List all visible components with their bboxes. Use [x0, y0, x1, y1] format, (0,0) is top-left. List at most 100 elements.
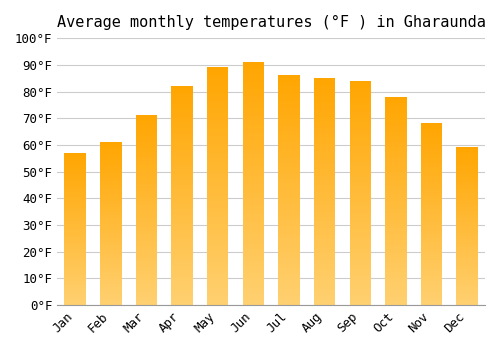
Bar	[314, 257, 336, 260]
Bar	[314, 107, 336, 110]
Bar	[385, 193, 406, 195]
Bar	[136, 286, 157, 288]
Bar	[242, 152, 264, 154]
Bar	[207, 103, 229, 105]
Bar	[350, 300, 371, 303]
Bar	[100, 253, 122, 254]
Bar	[207, 179, 229, 182]
Bar	[172, 145, 193, 147]
Bar	[172, 285, 193, 288]
Bar	[100, 251, 122, 253]
Bar	[172, 180, 193, 182]
Bar	[456, 179, 478, 181]
Bar	[207, 288, 229, 291]
Bar	[385, 130, 406, 132]
Bar	[100, 204, 122, 206]
Bar	[350, 213, 371, 215]
Bar	[100, 196, 122, 198]
Bar	[421, 125, 442, 127]
Bar	[350, 114, 371, 117]
Bar	[314, 225, 336, 228]
Bar	[385, 149, 406, 151]
Bar	[242, 215, 264, 218]
Bar	[314, 251, 336, 253]
Bar	[207, 98, 229, 101]
Bar	[100, 271, 122, 272]
Bar	[385, 236, 406, 238]
Bar	[242, 162, 264, 164]
Bar	[421, 236, 442, 238]
Bar	[64, 302, 86, 303]
Bar	[456, 256, 478, 258]
Bar	[350, 267, 371, 269]
Bar	[278, 87, 299, 89]
Bar	[278, 222, 299, 225]
Bar	[136, 220, 157, 222]
Bar	[456, 228, 478, 230]
Bar	[136, 244, 157, 246]
Bar	[207, 222, 229, 224]
Bar	[350, 294, 371, 296]
Bar	[136, 237, 157, 239]
Bar	[242, 132, 264, 135]
Bar	[385, 118, 406, 120]
Bar	[385, 163, 406, 166]
Bar	[456, 250, 478, 252]
Bar	[100, 173, 122, 175]
Bar	[242, 93, 264, 96]
Bar	[278, 243, 299, 245]
Bar	[456, 173, 478, 174]
Bar	[172, 90, 193, 93]
Bar	[172, 193, 193, 196]
Bar	[385, 215, 406, 218]
Bar	[64, 287, 86, 288]
Bar	[314, 101, 336, 103]
Bar	[314, 298, 336, 301]
Bar	[385, 203, 406, 205]
Bar	[421, 288, 442, 290]
Bar	[278, 241, 299, 243]
Bar	[172, 189, 193, 191]
Bar	[385, 286, 406, 288]
Bar	[172, 125, 193, 128]
Bar	[242, 278, 264, 281]
Bar	[456, 199, 478, 201]
Bar	[242, 67, 264, 69]
Bar	[421, 283, 442, 285]
Bar	[278, 227, 299, 229]
Bar	[207, 250, 229, 253]
Bar	[242, 111, 264, 113]
Bar	[421, 189, 442, 191]
Bar	[207, 248, 229, 250]
Bar	[456, 149, 478, 151]
Bar	[350, 164, 371, 166]
Bar	[242, 176, 264, 179]
Bar	[242, 62, 264, 65]
Bar	[421, 268, 442, 271]
Bar	[64, 218, 86, 220]
Bar	[421, 252, 442, 254]
Bar	[136, 208, 157, 210]
Bar	[278, 112, 299, 114]
Bar	[421, 127, 442, 129]
Bar	[278, 266, 299, 268]
Bar	[136, 170, 157, 173]
Bar	[207, 219, 229, 222]
Bar	[385, 132, 406, 134]
Bar	[421, 298, 442, 300]
Bar	[100, 246, 122, 248]
Bar	[385, 174, 406, 176]
Bar	[136, 284, 157, 286]
Bar	[207, 120, 229, 122]
Bar	[456, 229, 478, 231]
Bar	[314, 201, 336, 203]
Bar	[385, 161, 406, 163]
Bar	[100, 217, 122, 219]
Bar	[242, 159, 264, 162]
Bar	[278, 163, 299, 165]
Bar	[100, 220, 122, 222]
Bar	[136, 116, 157, 118]
Bar	[100, 237, 122, 238]
Bar	[278, 119, 299, 121]
Bar	[350, 226, 371, 229]
